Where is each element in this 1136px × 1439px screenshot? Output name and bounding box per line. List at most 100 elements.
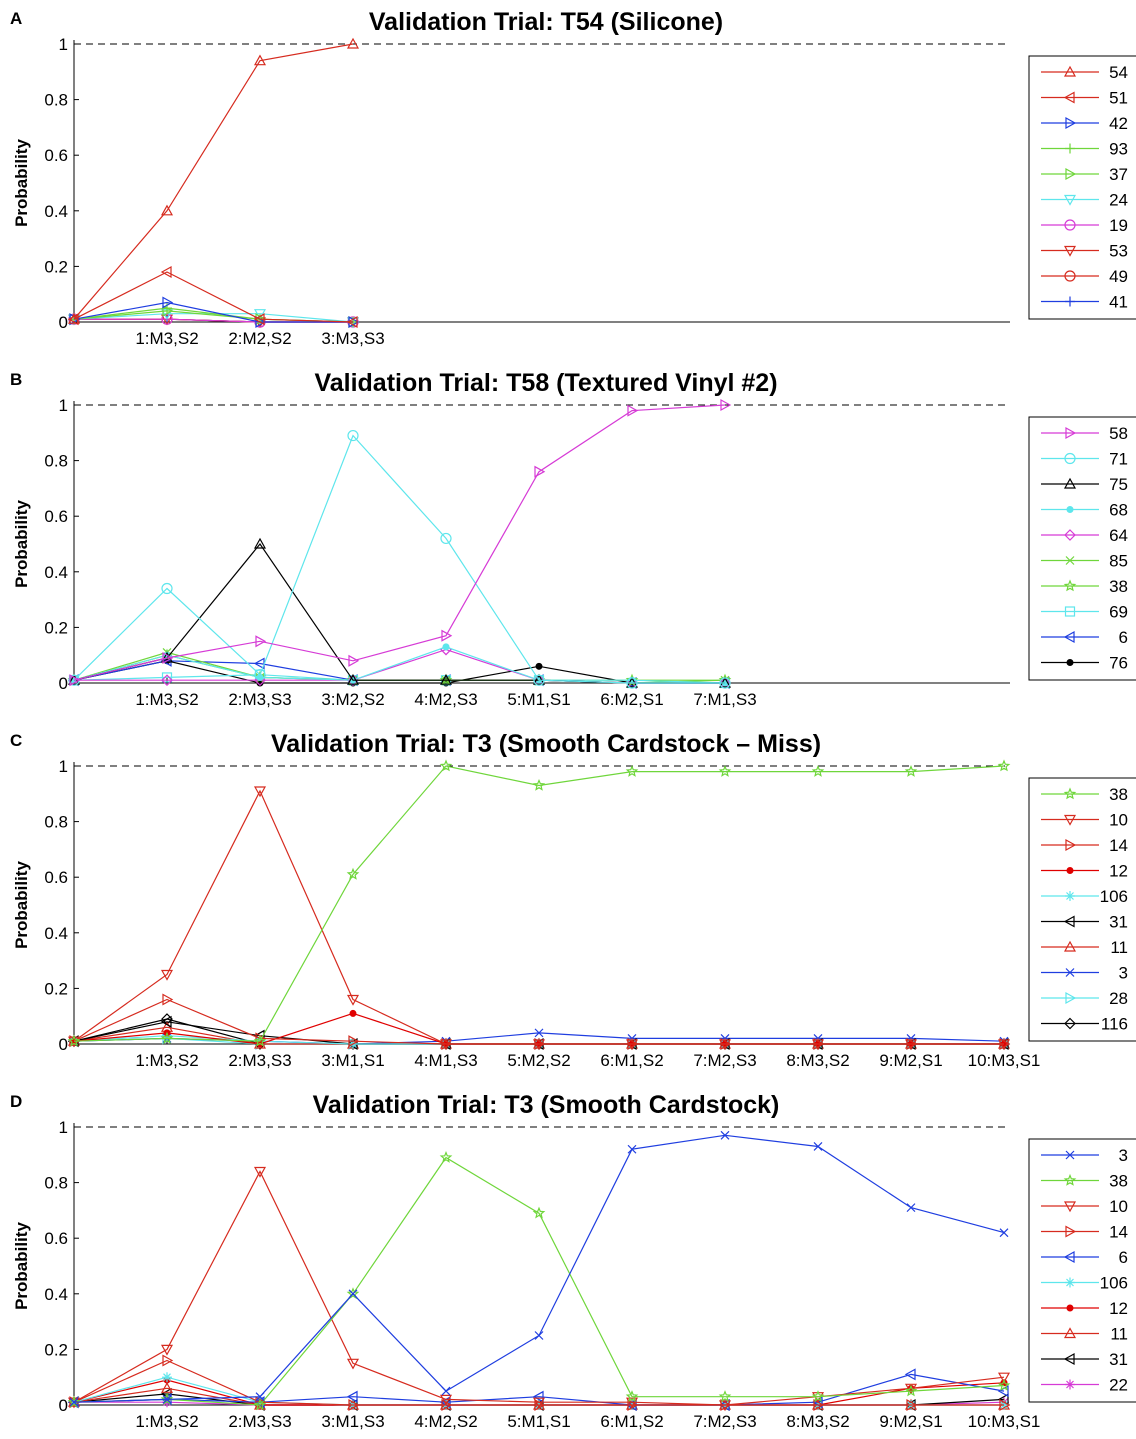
- x-tick-label: 4:M2,S2: [414, 1412, 477, 1431]
- legend-label: 75: [1109, 475, 1128, 494]
- legend-label: 116: [1101, 1015, 1128, 1034]
- legend-marker: [1064, 1017, 1076, 1030]
- data-point: [69, 1397, 79, 1407]
- data-point: [997, 1039, 1011, 1051]
- data-point: [162, 1395, 172, 1404]
- y-tick-label: 0.8: [44, 813, 68, 832]
- data-point: [627, 1144, 637, 1154]
- data-point: [439, 673, 453, 686]
- data-point: [720, 1130, 730, 1140]
- legend-marker: [1065, 891, 1075, 901]
- y-tick-label: 1: [59, 1118, 68, 1137]
- legend-marker: [1063, 915, 1075, 928]
- y-tick-label: 1: [59, 757, 68, 776]
- x-tick-label: 3:M2,S2: [321, 690, 384, 709]
- legend-marker: [1065, 426, 1077, 440]
- data-point: [253, 313, 265, 326]
- legend-label: 10: [1109, 1197, 1128, 1216]
- data-point: [348, 1398, 360, 1412]
- data-point: [532, 778, 546, 791]
- x-tick-label: 2:M3,S3: [228, 1051, 291, 1070]
- x-tick-label: 4:M1,S3: [414, 1051, 477, 1070]
- legend-marker: [1065, 1225, 1077, 1238]
- y-tick-label: 0.2: [44, 1340, 68, 1359]
- series-38: [67, 759, 1011, 1047]
- series-38: [67, 1151, 1011, 1411]
- legend-marker: [1063, 91, 1075, 104]
- y-tick-label: 0.8: [44, 91, 68, 110]
- data-point: [532, 1390, 544, 1403]
- series-10: [67, 1166, 1011, 1412]
- data-point: [439, 759, 453, 772]
- legend-label: 76: [1109, 654, 1128, 673]
- data-point: [160, 1392, 174, 1405]
- series-3: [69, 1130, 1009, 1407]
- data-point: [161, 672, 173, 683]
- data-point: [532, 1397, 546, 1409]
- chart-title: Validation Trial: T3 (Smooth Cardstock –…: [271, 730, 821, 758]
- legend-marker: [1065, 1150, 1075, 1160]
- data-point: [811, 765, 825, 777]
- data-point: [625, 1390, 639, 1402]
- legend-marker: [1064, 452, 1076, 465]
- data-point: [253, 1398, 267, 1411]
- data-point: [533, 674, 545, 686]
- series-line: [73, 1359, 1004, 1406]
- legend: 54 51 42 93 37 24 19 53 49 41: [1028, 55, 1136, 320]
- legend-marker: [1063, 1250, 1075, 1264]
- data-point: [160, 1031, 174, 1044]
- x-tick-label: 5:M1,S1: [507, 690, 570, 709]
- y-tick-label: 0.2: [44, 618, 68, 637]
- y-tick-label: 0.2: [44, 979, 68, 998]
- legend-label: 38: [1109, 785, 1128, 804]
- legend-marker: [1063, 1201, 1077, 1213]
- legend-marker: [1064, 606, 1076, 617]
- legend-label: 31: [1109, 913, 1128, 932]
- y-tick-label: 0.4: [44, 1285, 68, 1304]
- data-point: [255, 635, 267, 648]
- y-axis-label: Probability: [12, 500, 31, 588]
- y-axis-label: Probability: [12, 861, 31, 949]
- data-point: [718, 765, 732, 777]
- data-point: [160, 265, 172, 279]
- legend: 38 10 14 12 106 31 11 3 28 116: [1028, 777, 1136, 1042]
- data-point: [441, 1037, 453, 1051]
- legend-marker: [1063, 940, 1077, 952]
- data-point: [162, 993, 174, 1006]
- data-point: [718, 1390, 732, 1402]
- legend-label: 6: [1119, 628, 1128, 647]
- data-point: [625, 1039, 639, 1051]
- legend-marker: [1063, 65, 1077, 77]
- legend-box: [1028, 777, 1136, 1042]
- legend-marker: [1063, 814, 1077, 826]
- y-tick-label: 0.8: [44, 452, 68, 471]
- x-tick-label: 7:M2,S3: [693, 1412, 756, 1431]
- data-point: [346, 1390, 358, 1403]
- data-point: [999, 1228, 1009, 1238]
- x-tick-label: 8:M3,S2: [786, 1412, 849, 1431]
- data-point: [439, 1394, 453, 1406]
- legend-label: 14: [1109, 836, 1128, 855]
- data-point: [906, 1398, 918, 1412]
- series-line: [73, 1134, 1005, 1403]
- legend-label: 12: [1109, 862, 1128, 881]
- data-point: [161, 582, 173, 595]
- legend-marker: [1063, 630, 1075, 644]
- legend-label: 37: [1109, 165, 1128, 184]
- legend-marker: [1063, 245, 1077, 257]
- legend-marker: [1065, 143, 1075, 154]
- data-point: [161, 674, 173, 687]
- data-point: [442, 643, 450, 651]
- legend-label: 11: [1110, 938, 1128, 957]
- legend-label: 106: [1100, 887, 1128, 906]
- x-tick-label: 9:M2,S1: [879, 1051, 942, 1070]
- y-tick-label: 0: [59, 1396, 68, 1415]
- x-tick-label: 2:M2,S2: [228, 329, 291, 348]
- data-point: [253, 1034, 267, 1047]
- legend-marker: [1065, 1277, 1075, 1288]
- panel-letter: B: [10, 370, 22, 389]
- legend-box: [1028, 55, 1136, 320]
- series-10: [67, 786, 1011, 1051]
- chart-title: Validation Trial: T58 (Textured Vinyl #2…: [314, 369, 777, 397]
